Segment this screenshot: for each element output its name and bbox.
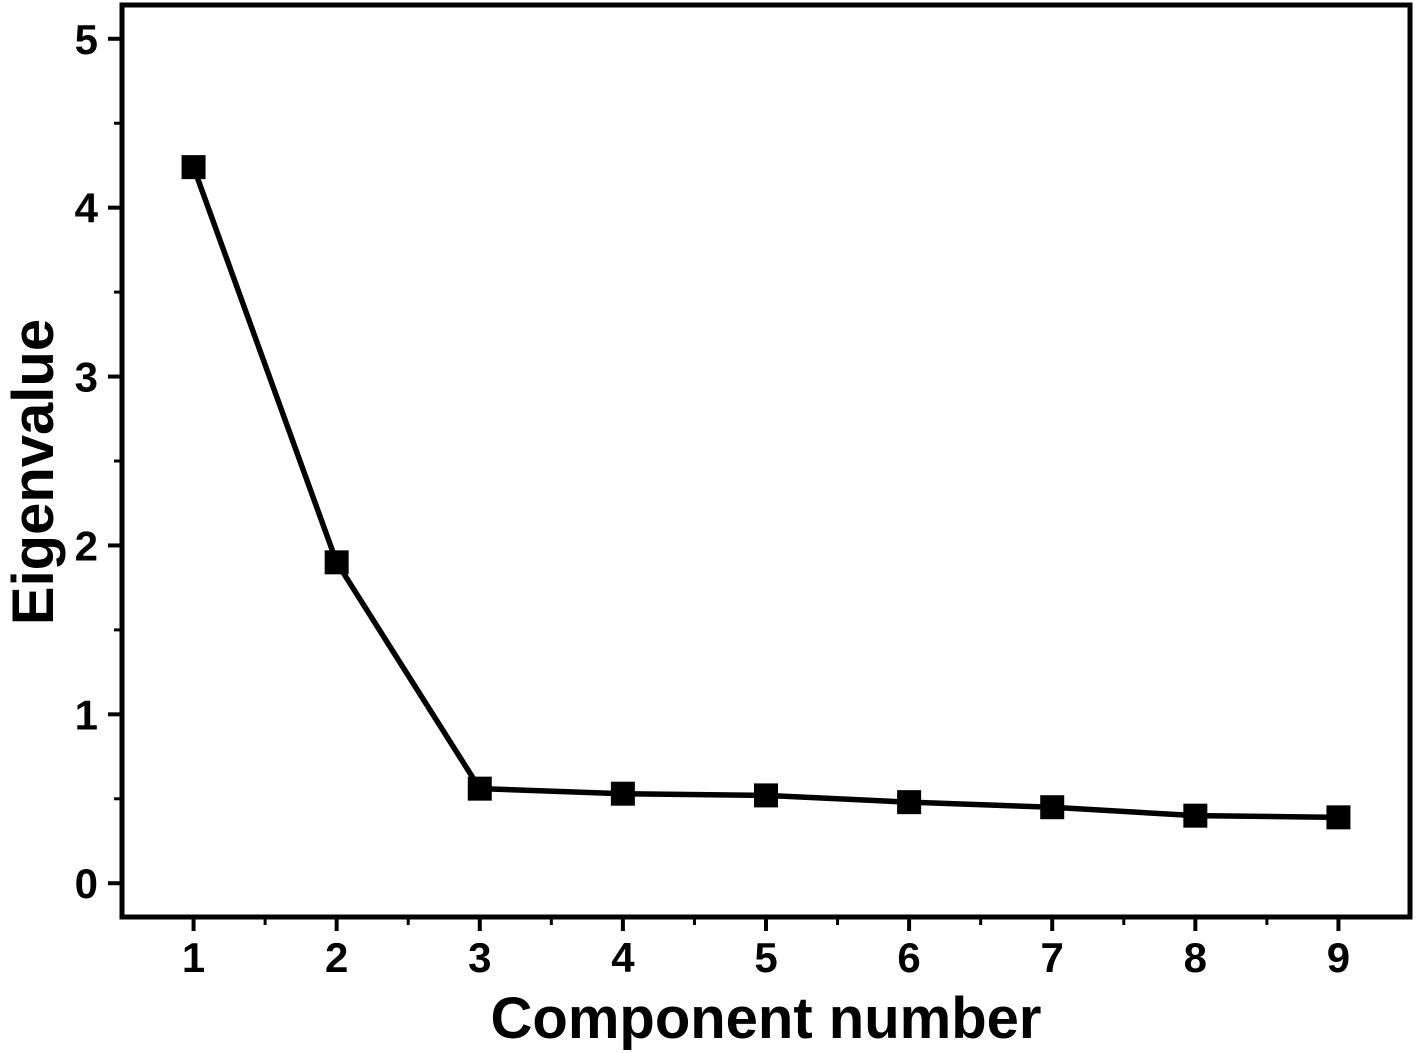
x-tick-label: 9	[1327, 934, 1350, 981]
x-tick-label: 4	[611, 934, 635, 981]
y-tick-label: 3	[75, 354, 98, 401]
x-tick-label: 2	[325, 934, 348, 981]
data-series-group	[181, 155, 1351, 830]
data-point-marker	[897, 790, 922, 815]
tick-labels-group: 0 1 2 3 4 5 1 2 3 4 5 6 7 8 9	[75, 16, 1350, 981]
plot-frame	[119, 2, 1413, 920]
data-point-marker	[1183, 803, 1208, 828]
data-point-marker	[610, 781, 635, 806]
data-point-marker	[754, 783, 778, 808]
x-tick-label: 7	[1041, 934, 1064, 981]
x-tick-label: 1	[182, 934, 205, 981]
x-tick-label: 6	[897, 934, 920, 981]
y-axis-title: Eigenvalue	[1, 318, 66, 626]
y-tick-label: 0	[75, 860, 98, 907]
plot-frame-group	[119, 2, 1413, 920]
data-point-marker	[467, 776, 492, 801]
data-point-marker	[181, 155, 206, 180]
x-axis-title: Component number	[490, 986, 1042, 1051]
data-point-marker	[1040, 795, 1065, 820]
y-tick-label: 2	[75, 522, 98, 569]
y-tick-label: 5	[75, 16, 98, 63]
data-point-marker	[324, 550, 349, 575]
data-point-marker	[1326, 805, 1351, 830]
x-tick-label: 5	[754, 934, 777, 981]
x-tick-label: 3	[468, 934, 491, 981]
y-tick-label: 4	[75, 185, 99, 232]
x-tick-label: 8	[1184, 934, 1207, 981]
data-line	[190, 166, 1339, 821]
y-tick-label: 1	[75, 691, 98, 738]
